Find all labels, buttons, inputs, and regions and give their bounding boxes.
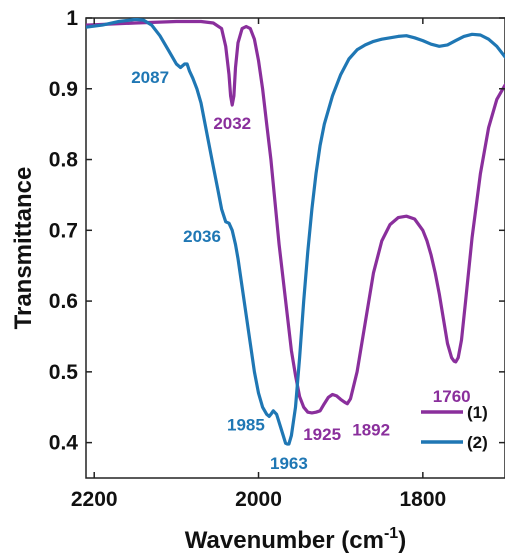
peak-label-1963: 1963: [270, 454, 308, 473]
series-line-1: [86, 19, 505, 415]
peak-label-2087: 2087: [131, 68, 169, 87]
series-line-2: [86, 18, 505, 446]
legend: (1) (2): [421, 403, 488, 452]
peak-label-1925: 1925: [303, 425, 341, 444]
series-layer: [86, 18, 505, 446]
x-axis-label-close: ): [398, 527, 406, 554]
y-axis-label: Transmittance: [10, 167, 37, 330]
peak-label-1760: 1760: [433, 387, 471, 406]
y-tick-label: 0.7: [49, 219, 78, 242]
x-tick-label: 2000: [235, 488, 282, 511]
peak-label-2032: 2032: [213, 114, 251, 133]
legend-label-series-1: (1): [467, 403, 488, 422]
tick-layer: 1 0.9 0.8 0.7 0.6 0.5 0.4 2200 2000 1800: [49, 7, 505, 511]
y-tick-label: 0.9: [49, 78, 78, 101]
y-tick-label: 0.4: [49, 432, 79, 455]
y-tick-label: 0.8: [49, 149, 79, 172]
legend-label-series-2: (2): [467, 433, 488, 452]
x-axis-label-superscript: -1: [384, 525, 398, 542]
y-tick-label: 0.5: [49, 361, 79, 384]
x-axis-label-main: Wavenumber (cm: [185, 527, 384, 554]
peak-label-1892: 1892: [352, 421, 390, 440]
x-tick-label: 2200: [71, 488, 118, 511]
y-tick-label: 0.6: [49, 290, 78, 313]
peak-label-2036: 2036: [183, 227, 221, 246]
peak-label-1985: 1985: [227, 415, 265, 434]
plot-area: 2087 2032 2036 1985 1963 1925 1892 1760 1 0.9 0.8…: [49, 7, 505, 511]
x-axis-label: Wavenumber (cm-1): [185, 525, 406, 554]
x-tick-label: 1800: [399, 488, 446, 511]
annotation-layer: 2087 2032 2036 1985 1963 1925 1892 1760: [131, 68, 470, 473]
y-tick-label: 1: [66, 7, 78, 30]
